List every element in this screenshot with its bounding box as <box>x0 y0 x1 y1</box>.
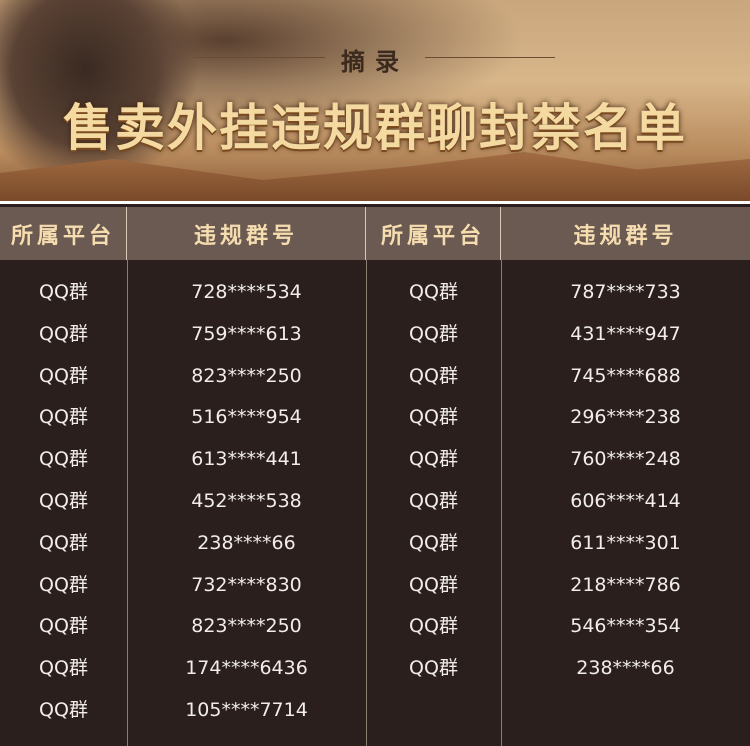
group-number-cell: 760****248 <box>570 448 681 471</box>
header-group-number: 违规群号 <box>127 207 366 260</box>
left-group-column: 728****534 759****613 823****250 516****954… <box>127 272 366 732</box>
group-number-cell: 823****250 <box>191 615 302 638</box>
platform-cell: QQ群 <box>39 657 88 680</box>
page-title: 售卖外挂违规群聊封禁名单 <box>63 99 687 157</box>
column-divider <box>366 260 367 746</box>
platform-cell: QQ群 <box>39 281 88 303</box>
group-number-cell: 238****66 <box>197 531 296 554</box>
platform-cell: QQ群 <box>39 531 88 554</box>
right-group-column: 787****733 431****947 745****688 296****238… <box>501 272 750 690</box>
platform-cell: QQ群 <box>409 657 458 680</box>
platform-cell: QQ群 <box>409 531 458 554</box>
group-number-cell: 174****6436 <box>185 657 308 680</box>
platform-cell: QQ群 <box>39 573 88 596</box>
right-platform-column: QQ群 QQ群 QQ群 QQ群 QQ群 QQ群 QQ群 QQ群 QQ群 QQ群 <box>366 272 501 690</box>
platform-cell: QQ群 <box>409 281 458 303</box>
dragon-illustration <box>0 0 200 190</box>
group-number-cell: 238****66 <box>576 657 675 680</box>
group-number-cell: 105****7714 <box>185 698 308 721</box>
left-platform-column: QQ群 QQ群 QQ群 QQ群 QQ群 QQ群 QQ群 QQ群 QQ群 QQ群 QQ群 <box>0 272 127 732</box>
group-number-cell: 759****613 <box>191 322 302 345</box>
group-number-cell: 823****250 <box>191 364 302 387</box>
platform-cell: QQ群 <box>409 489 458 512</box>
platform-cell: QQ群 <box>39 364 88 387</box>
platform-cell: QQ群 <box>409 364 458 387</box>
group-number-cell: 516****954 <box>191 406 302 429</box>
group-number-cell: 745****688 <box>570 364 681 387</box>
group-number-cell: 452****538 <box>191 489 302 512</box>
group-number-cell: 787****733 <box>570 281 681 303</box>
group-number-cell: 296****238 <box>570 406 681 429</box>
group-number-cell: 611****301 <box>570 531 681 554</box>
platform-cell: QQ群 <box>39 615 88 638</box>
column-divider <box>127 260 128 746</box>
platform-cell: QQ群 <box>409 448 458 471</box>
platform-cell: QQ群 <box>39 448 88 471</box>
column-divider <box>501 260 502 746</box>
header-platform: 所属平台 <box>366 207 501 260</box>
divider <box>425 57 555 58</box>
group-number-cell: 613****441 <box>191 448 302 471</box>
group-number-cell: 431****947 <box>570 322 681 345</box>
group-number-cell: 732****830 <box>191 573 302 596</box>
subtitle: 摘录 <box>341 48 409 76</box>
group-number-cell: 546****354 <box>570 615 681 638</box>
group-number-cell: 218****786 <box>570 573 681 596</box>
platform-cell: QQ群 <box>39 489 88 512</box>
group-number-cell: 728****534 <box>191 281 302 303</box>
platform-cell: QQ群 <box>39 406 88 429</box>
platform-cell: QQ群 <box>409 615 458 638</box>
platform-cell: QQ群 <box>409 573 458 596</box>
header-platform: 所属平台 <box>0 207 127 260</box>
divider <box>195 57 325 58</box>
group-number-cell: 606****414 <box>570 489 681 512</box>
platform-cell: QQ群 <box>39 322 88 345</box>
platform-cell: QQ群 <box>409 322 458 345</box>
platform-cell: QQ群 <box>409 406 458 429</box>
banner: 摘录 售卖外挂违规群聊封禁名单 <box>0 0 750 204</box>
table-body: QQ群 QQ群 QQ群 QQ群 QQ群 QQ群 QQ群 QQ群 QQ群 QQ群 QQ群 728***… <box>0 260 750 746</box>
header-group-number: 违规群号 <box>573 223 678 249</box>
table-header: 所属平台 违规群号 所属平台 违规群号 <box>0 207 750 260</box>
platform-cell: QQ群 <box>39 698 88 721</box>
